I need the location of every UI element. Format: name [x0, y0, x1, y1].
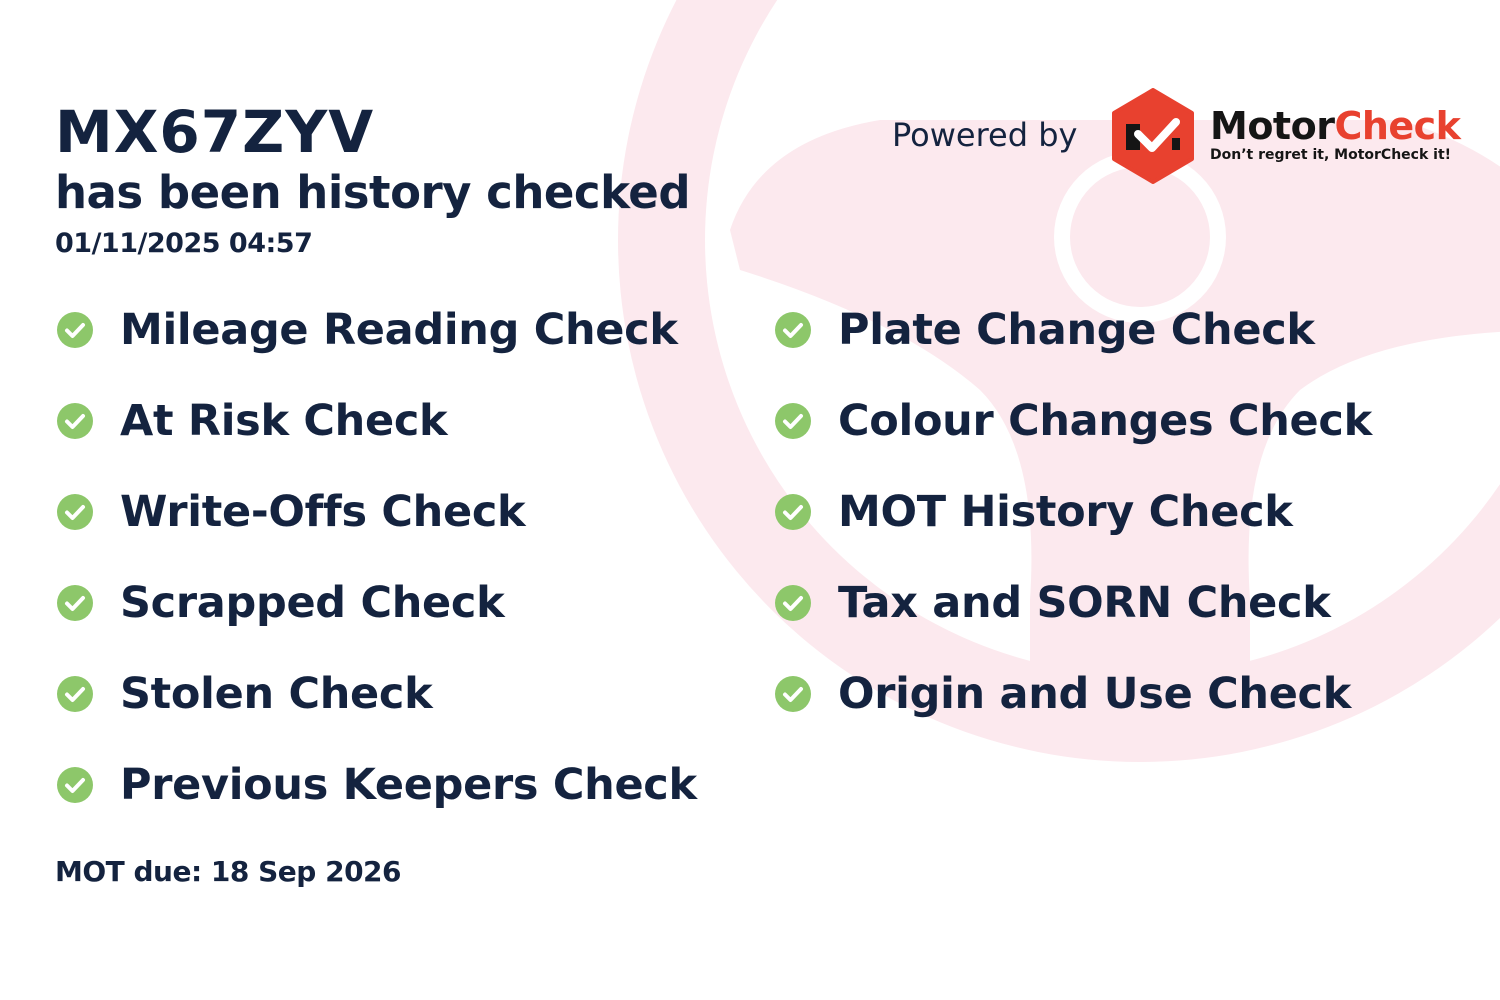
check-item: Mileage Reading Check: [56, 300, 678, 360]
checked-timestamp: 01/11/2025 04:57: [55, 228, 313, 259]
check-item: Origin and Use Check: [774, 664, 1351, 724]
check-circle-icon: [57, 312, 93, 348]
check-circle-icon: [57, 767, 93, 803]
brand-tagline: Don’t regret it, MotorCheck it!: [1210, 147, 1452, 163]
check-circle-icon: [57, 403, 93, 439]
check-label: Stolen Check: [120, 669, 433, 719]
check-label: Origin and Use Check: [838, 669, 1352, 719]
check-label: Mileage Reading Check: [120, 305, 678, 355]
check-item: MOT History Check: [774, 482, 1293, 542]
check-circle-icon: [775, 676, 811, 712]
check-circle-icon: [57, 494, 93, 530]
powered-by-label: Powered by: [892, 116, 1078, 154]
check-label: Colour Changes Check: [838, 396, 1372, 446]
vehicle-plate: MX67ZYV: [55, 98, 375, 166]
check-item: Stolen Check: [56, 664, 433, 724]
check-item: At Risk Check: [56, 391, 448, 451]
motorcheck-logo-icon: [1112, 88, 1194, 184]
subtitle: has been history checked: [55, 166, 691, 219]
check-label: Plate Change Check: [838, 305, 1315, 355]
check-item: Previous Keepers Check: [56, 755, 697, 815]
check-label: At Risk Check: [120, 396, 448, 446]
check-item: Tax and SORN Check: [774, 573, 1331, 633]
check-label: MOT History Check: [838, 487, 1293, 537]
check-label: Tax and SORN Check: [838, 578, 1331, 628]
check-circle-icon: [57, 585, 93, 621]
check-circle-icon: [775, 403, 811, 439]
brand-name: MotorCheck: [1210, 104, 1461, 148]
check-item: Scrapped Check: [56, 573, 505, 633]
check-item: Write-Offs Check: [56, 482, 526, 542]
check-label: Previous Keepers Check: [120, 760, 697, 810]
mot-due: MOT due: 18 Sep 2026: [55, 855, 402, 888]
check-circle-icon: [775, 585, 811, 621]
check-item: Plate Change Check: [774, 300, 1315, 360]
check-circle-icon: [57, 676, 93, 712]
check-label: Write-Offs Check: [120, 487, 526, 537]
check-circle-icon: [775, 494, 811, 530]
check-circle-icon: [775, 312, 811, 348]
check-item: Colour Changes Check: [774, 391, 1372, 451]
check-label: Scrapped Check: [120, 578, 505, 628]
